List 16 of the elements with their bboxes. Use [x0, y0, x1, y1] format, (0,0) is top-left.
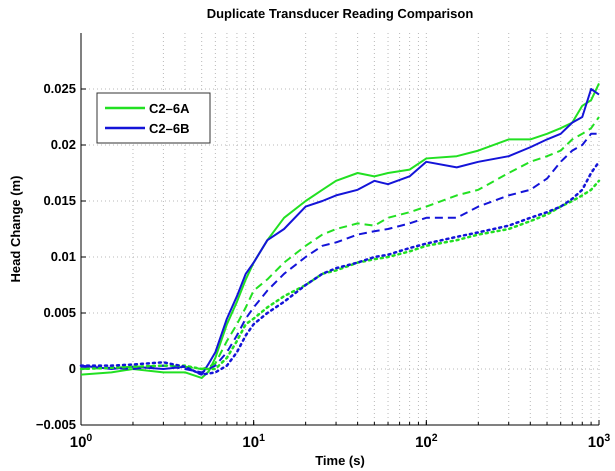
- y-tick-label: 0.025: [43, 81, 76, 96]
- chart-title: Duplicate Transducer Reading Comparison: [206, 6, 474, 21]
- legend-label: C2–6B: [149, 121, 190, 136]
- y-tick-label: 0.005: [43, 305, 76, 320]
- y-tick-label: 0.015: [43, 193, 76, 208]
- y-tick-label: 0.01: [50, 249, 76, 264]
- y-tick-label: 0: [68, 361, 76, 376]
- x-tick-label: 10$^{1}$: [242, 432, 266, 451]
- x-tick-label: 10$^{0}$: [70, 432, 92, 451]
- x-tick-label: 10$^{3}$: [588, 432, 610, 451]
- y-tick-label: 0.02: [50, 137, 76, 152]
- x-axis-title: Time (s): [315, 453, 365, 468]
- x-tick-label: 10$^{2}$: [415, 432, 438, 451]
- y-axis-title: Head Change (m): [8, 176, 23, 282]
- y-tick-label: −0.005: [36, 417, 76, 432]
- legend-label: C2–6A: [149, 101, 190, 116]
